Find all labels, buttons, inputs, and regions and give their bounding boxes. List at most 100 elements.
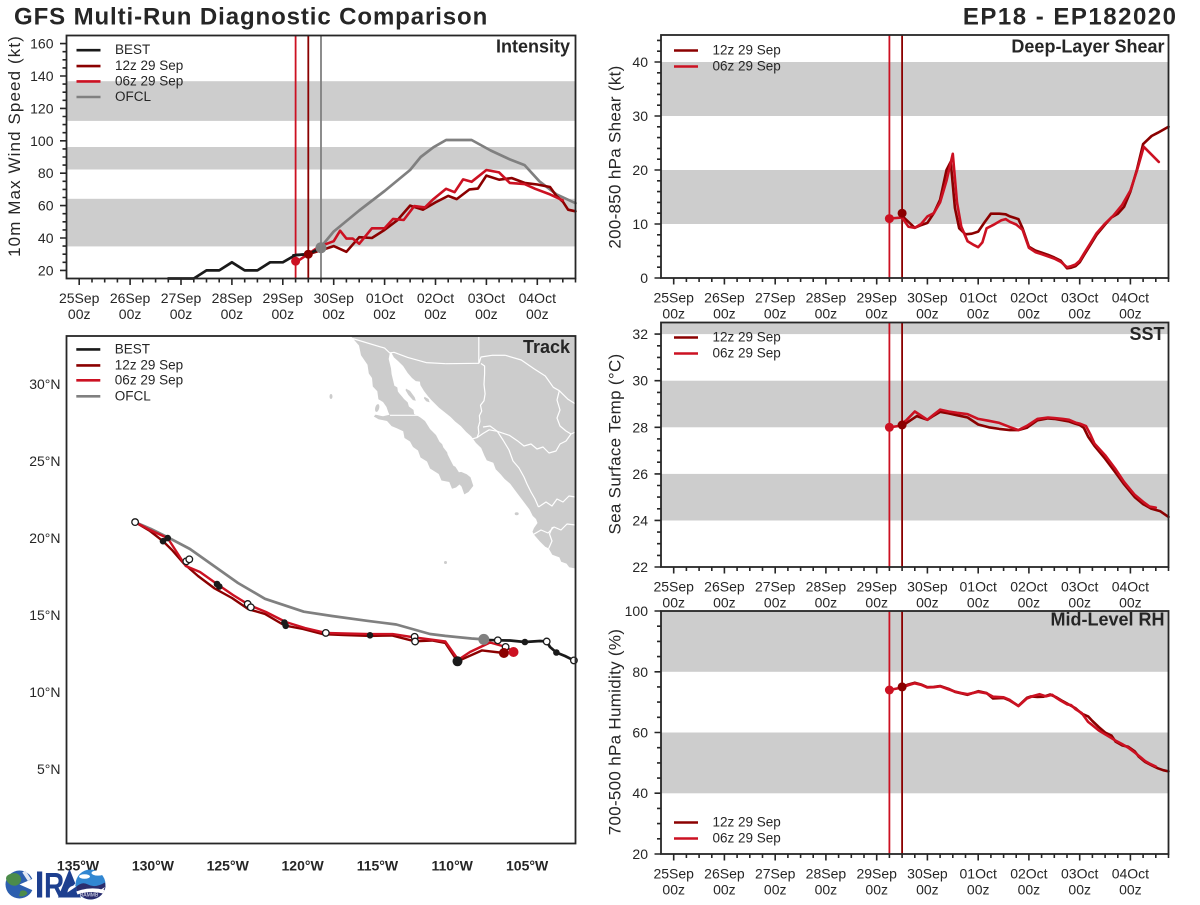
svg-text:00z: 00z <box>764 306 787 322</box>
svg-text:00z: 00z <box>967 882 990 898</box>
svg-text:100: 100 <box>625 603 649 619</box>
svg-text:02Oct: 02Oct <box>1010 579 1047 595</box>
svg-text:00z: 00z <box>865 882 888 898</box>
svg-text:22: 22 <box>632 559 648 575</box>
svg-text:27Sep: 27Sep <box>755 866 796 882</box>
svg-text:00z: 00z <box>764 595 787 611</box>
svg-text:GFS Multi-Run Diagnostic Compa: GFS Multi-Run Diagnostic Comparison <box>14 4 488 31</box>
svg-text:04Oct: 04Oct <box>1112 579 1149 595</box>
svg-text:OFCL: OFCL <box>115 89 151 104</box>
svg-text:26Sep: 26Sep <box>704 290 745 306</box>
svg-text:06z 29 Sep: 06z 29 Sep <box>115 372 183 387</box>
svg-text:5°N: 5°N <box>37 761 61 777</box>
svg-text:00z: 00z <box>1068 882 1091 898</box>
svg-text:04Oct: 04Oct <box>1112 290 1149 306</box>
svg-text:00z: 00z <box>967 306 990 322</box>
svg-text:40: 40 <box>38 230 54 246</box>
svg-text:12z 29 Sep: 12z 29 Sep <box>713 43 781 58</box>
svg-text:30: 30 <box>632 373 648 389</box>
svg-text:SST: SST <box>1129 324 1164 344</box>
svg-text:10: 10 <box>632 216 648 232</box>
svg-text:00z: 00z <box>713 882 736 898</box>
svg-text:100: 100 <box>30 133 54 149</box>
svg-text:27Sep: 27Sep <box>755 579 796 595</box>
svg-text:25Sep: 25Sep <box>653 290 694 306</box>
svg-text:26Sep: 26Sep <box>110 290 151 306</box>
svg-text:00z: 00z <box>713 595 736 611</box>
svg-text:25Sep: 25Sep <box>59 290 100 306</box>
svg-text:25Sep: 25Sep <box>653 866 694 882</box>
svg-text:00z: 00z <box>1068 306 1091 322</box>
svg-text:01Oct: 01Oct <box>960 290 997 306</box>
svg-text:30: 30 <box>632 108 648 124</box>
svg-text:00z: 00z <box>1119 306 1142 322</box>
svg-text:00z: 00z <box>322 306 345 322</box>
svg-text:25Sep: 25Sep <box>653 579 694 595</box>
svg-text:00z: 00z <box>713 306 736 322</box>
svg-text:30Sep: 30Sep <box>313 290 354 306</box>
svg-text:02Oct: 02Oct <box>1010 866 1047 882</box>
svg-text:00z: 00z <box>1018 306 1041 322</box>
svg-text:00z: 00z <box>475 306 498 322</box>
svg-text:00z: 00z <box>865 306 888 322</box>
svg-text:25°N: 25°N <box>29 453 60 469</box>
svg-text:00z: 00z <box>1018 882 1041 898</box>
svg-text:00z: 00z <box>662 306 685 322</box>
svg-text:00z: 00z <box>272 306 295 322</box>
svg-text:105°W: 105°W <box>506 858 549 874</box>
svg-text:00z: 00z <box>662 595 685 611</box>
svg-text:00z: 00z <box>1119 595 1142 611</box>
svg-text:120°W: 120°W <box>282 858 325 874</box>
svg-text:29Sep: 29Sep <box>856 866 897 882</box>
svg-text:BEST: BEST <box>115 341 150 356</box>
svg-text:00z: 00z <box>119 306 142 322</box>
svg-text:60: 60 <box>38 198 54 214</box>
svg-text:20: 20 <box>38 262 54 278</box>
svg-text:00z: 00z <box>967 595 990 611</box>
svg-text:03Oct: 03Oct <box>1061 866 1098 882</box>
svg-text:60: 60 <box>632 725 648 741</box>
svg-text:80: 80 <box>38 165 54 181</box>
svg-text:00z: 00z <box>68 306 91 322</box>
svg-text:RAMMB: RAMMB <box>80 893 99 899</box>
svg-text:Sea Surface Temp (°C): Sea Surface Temp (°C) <box>606 354 625 535</box>
svg-text:BEST: BEST <box>115 42 150 57</box>
svg-text:EP18 - EP182020: EP18 - EP182020 <box>963 4 1178 31</box>
svg-text:00z: 00z <box>1068 595 1091 611</box>
svg-text:04Oct: 04Oct <box>1112 866 1149 882</box>
svg-text:80: 80 <box>632 664 648 680</box>
svg-text:130°W: 130°W <box>132 858 175 874</box>
svg-text:00z: 00z <box>1018 595 1041 611</box>
svg-text:27Sep: 27Sep <box>161 290 202 306</box>
svg-text:29Sep: 29Sep <box>856 290 897 306</box>
svg-text:28Sep: 28Sep <box>212 290 253 306</box>
svg-text:00z: 00z <box>865 595 888 611</box>
svg-text:12z 29 Sep: 12z 29 Sep <box>713 330 781 345</box>
svg-text:00z: 00z <box>662 882 685 898</box>
svg-text:15°N: 15°N <box>29 607 60 623</box>
svg-text:00z: 00z <box>1119 882 1142 898</box>
svg-text:12z 29 Sep: 12z 29 Sep <box>115 58 183 73</box>
svg-text:110°W: 110°W <box>431 858 473 874</box>
svg-text:00z: 00z <box>170 306 193 322</box>
svg-text:OFCL: OFCL <box>115 388 151 403</box>
svg-text:00z: 00z <box>916 882 939 898</box>
svg-text:160: 160 <box>30 36 54 52</box>
svg-text:Intensity: Intensity <box>496 37 570 57</box>
svg-text:03Oct: 03Oct <box>1061 579 1098 595</box>
svg-text:140: 140 <box>30 68 54 84</box>
svg-text:28Sep: 28Sep <box>806 290 847 306</box>
svg-text:200-850 hPa Shear (kt): 200-850 hPa Shear (kt) <box>606 65 625 248</box>
svg-text:30°N: 30°N <box>29 376 60 392</box>
svg-text:00z: 00z <box>764 882 787 898</box>
svg-text:00z: 00z <box>815 306 838 322</box>
svg-text:00z: 00z <box>916 306 939 322</box>
svg-text:00z: 00z <box>424 306 447 322</box>
svg-text:20: 20 <box>632 162 648 178</box>
svg-text:00z: 00z <box>526 306 549 322</box>
svg-text:06z 29 Sep: 06z 29 Sep <box>713 831 781 846</box>
svg-text:01Oct: 01Oct <box>366 290 403 306</box>
svg-text:06z 29 Sep: 06z 29 Sep <box>713 346 781 361</box>
svg-text:26Sep: 26Sep <box>704 579 745 595</box>
svg-text:06z 29 Sep: 06z 29 Sep <box>115 73 183 88</box>
